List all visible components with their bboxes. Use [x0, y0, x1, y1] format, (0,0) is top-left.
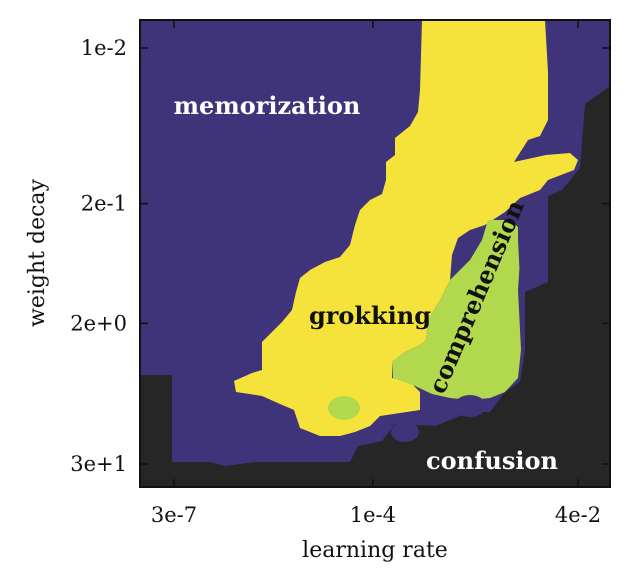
plot-frame	[139, 19, 611, 488]
x-tick-label: 1e-4	[350, 503, 396, 527]
label-memorization: memorization	[174, 91, 361, 120]
region-memorization-island	[391, 422, 419, 442]
y-tick-label: 2e+0	[70, 311, 127, 335]
x-tick-label: 3e-7	[151, 503, 197, 527]
region-confusion	[140, 86, 610, 487]
region-memorization-island	[454, 395, 486, 417]
region-grokking	[234, 20, 578, 436]
region-memorization-island	[518, 218, 548, 288]
phase-regions	[140, 20, 610, 487]
y-tick-label: 1e-2	[81, 36, 127, 60]
label-grokking: grokking	[309, 301, 431, 330]
label-confusion: confusion	[426, 446, 558, 475]
y-axis-label: weight decay	[25, 178, 50, 327]
x-tick-label: 4e-2	[555, 503, 601, 527]
x-axis-ticks: 3e-7 1e-4 4e-2	[151, 20, 601, 527]
region-comprehension-island	[328, 396, 360, 420]
y-tick-label: 2e-1	[81, 192, 127, 216]
y-tick-label: 3e+1	[70, 452, 127, 476]
y-axis-ticks: 1e-2 2e-1 2e+0 3e+1	[70, 36, 610, 476]
region-comprehension	[392, 220, 521, 400]
x-axis-label: learning rate	[302, 538, 448, 563]
